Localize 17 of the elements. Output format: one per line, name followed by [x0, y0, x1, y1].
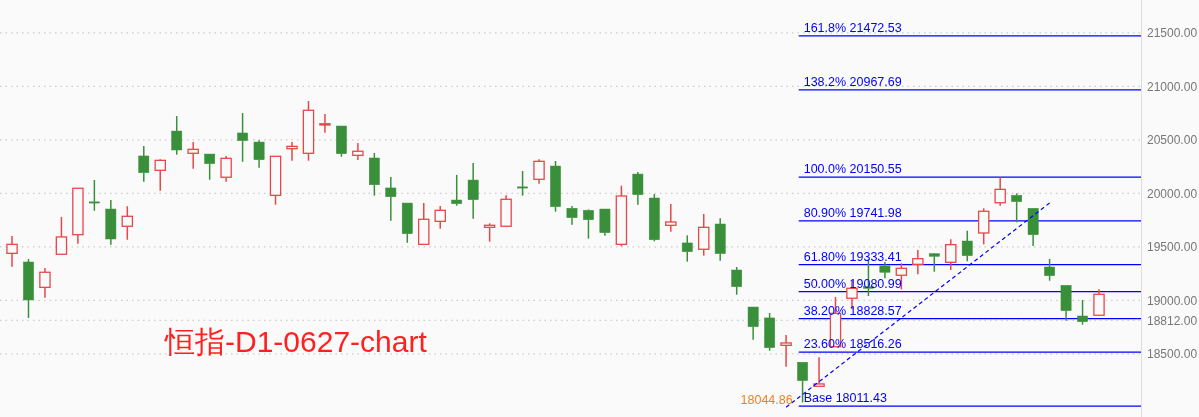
y-tick-label: 21500.00	[1147, 26, 1198, 41]
y-tick-label: 20000.00	[1147, 186, 1198, 201]
ref-line-label: 61.80% 19333.41	[803, 249, 902, 264]
y-tick-label: 20500.00	[1147, 133, 1198, 148]
y-tick-label: 19500.00	[1147, 240, 1198, 255]
ref-line-label: Base 18011.43	[803, 391, 887, 406]
ref-line-label: 138.2% 20967.69	[803, 74, 902, 89]
y-tick-label: 18500.00	[1147, 347, 1198, 362]
ref-line-label: 80.90% 19741.98	[803, 205, 902, 220]
title: 恒指-D1-0627-chart	[165, 325, 427, 358]
ref-line-label: 23.60% 18516.26	[803, 337, 902, 352]
y-tick-label: 21000.00	[1147, 79, 1198, 94]
y-tick-label: 18812.00	[1147, 313, 1198, 328]
ref-line-label: 161.8% 21472.53	[803, 20, 902, 35]
annotations: 18044.86	[740, 393, 793, 408]
ref-line-label: 100.0% 20150.55	[803, 162, 902, 177]
y-tick-label: 19000.00	[1147, 293, 1198, 308]
